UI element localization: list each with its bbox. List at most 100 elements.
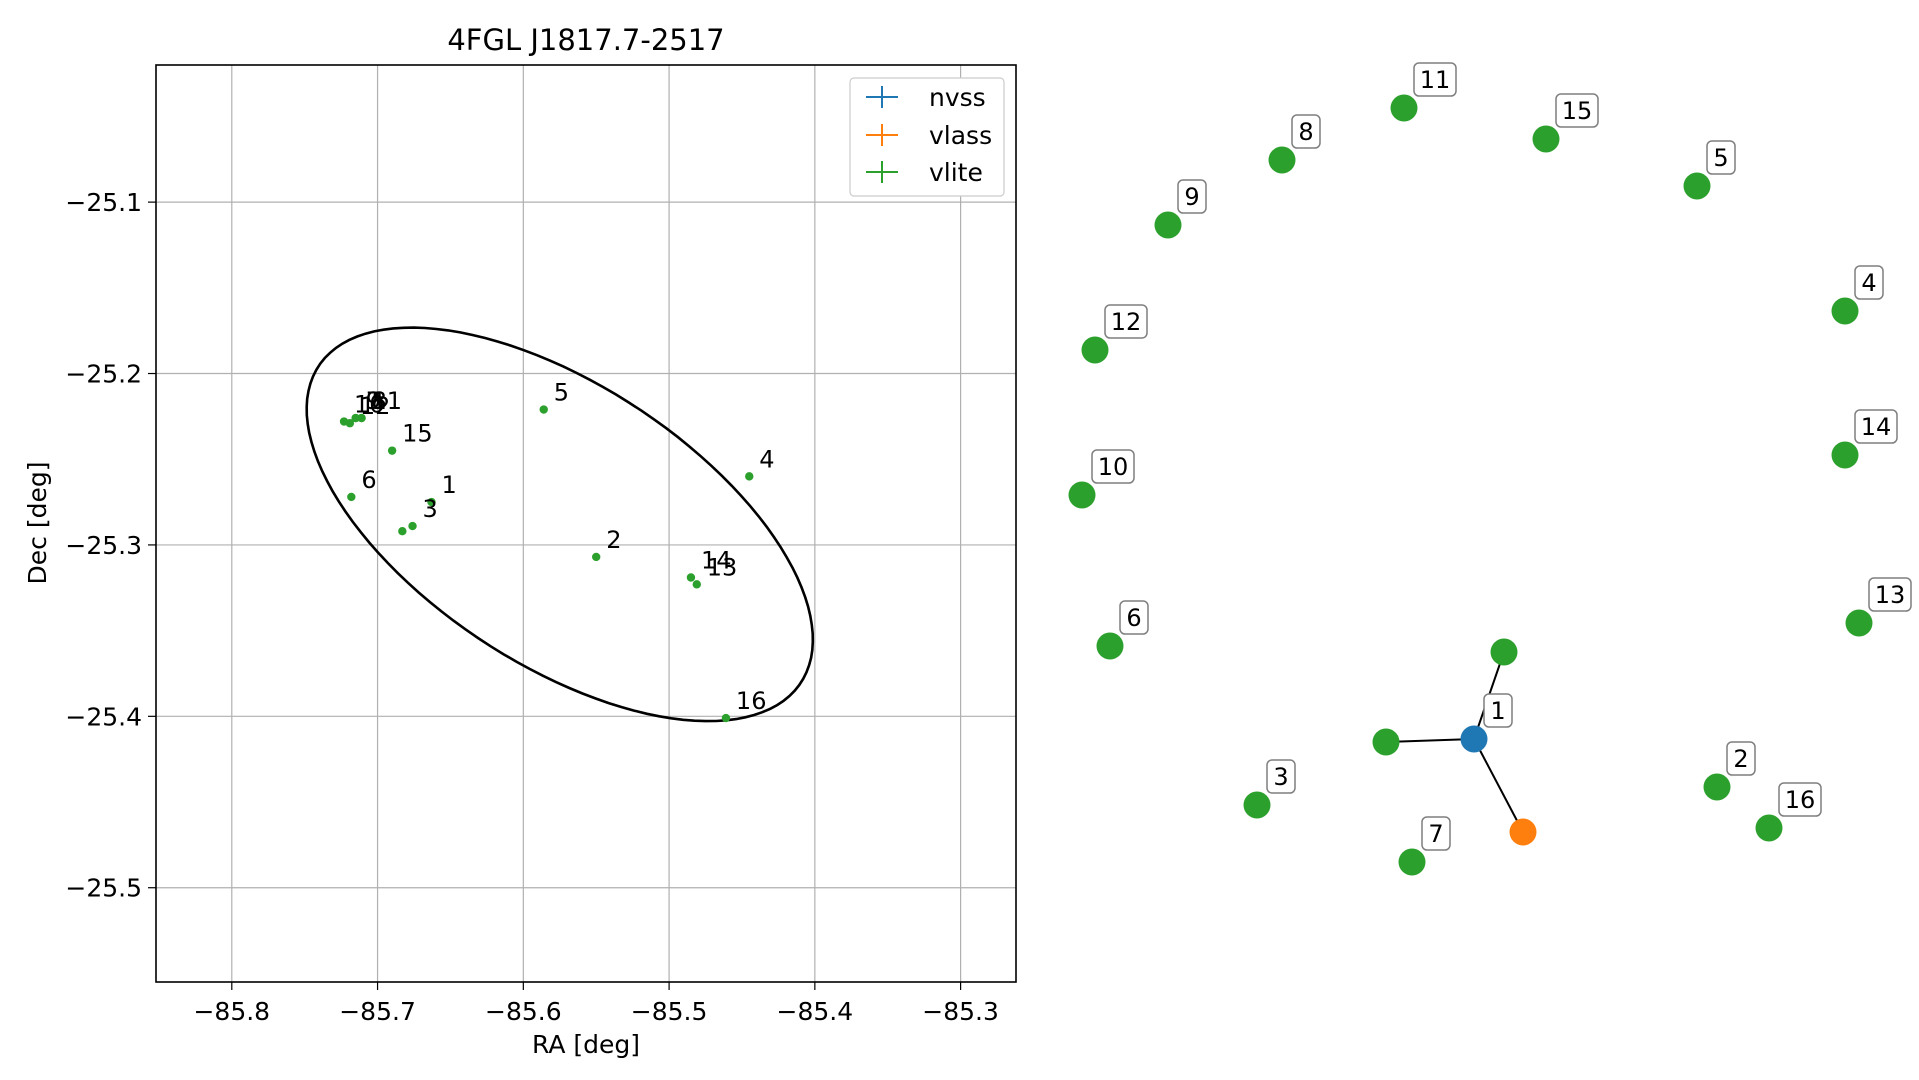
node-label-box <box>1091 449 1135 484</box>
network-node-vlite <box>1532 125 1560 153</box>
network-node-vlite <box>1490 638 1518 666</box>
network-node-vlite <box>1268 146 1296 174</box>
node-label-box <box>1291 114 1321 149</box>
x-axis-label: RA [deg] <box>532 1030 640 1059</box>
node-label: 9 <box>1184 183 1199 211</box>
y-tick-label: −25.1 <box>65 188 142 217</box>
point-label: 13 <box>707 553 738 581</box>
y-tick-label: −25.4 <box>65 702 142 731</box>
plot-frame <box>155 64 1017 983</box>
node-label-box <box>1266 759 1296 794</box>
legend-entry-vlite: vlite <box>866 158 983 187</box>
node-label: 16 <box>1785 786 1816 814</box>
node-label: 13 <box>1875 581 1906 609</box>
node-label: 4 <box>1861 269 1876 297</box>
node-label-box <box>1413 62 1457 97</box>
network-node-vlite <box>1243 791 1271 819</box>
node-label-box <box>1555 93 1599 128</box>
legend-frame <box>849 77 1005 197</box>
network-node-vlite <box>1372 728 1400 756</box>
network-node-vlite <box>1068 481 1096 509</box>
node-label: 8 <box>1298 118 1313 146</box>
node-label-box <box>1778 782 1822 817</box>
data-point-vlite <box>721 713 731 723</box>
node-label: 12 <box>1111 308 1142 336</box>
data-point-vlite <box>351 413 360 423</box>
node-label: 2 <box>1733 745 1748 773</box>
grid <box>156 65 1016 982</box>
y-axis-label: Dec [deg] <box>23 462 52 585</box>
node-label-box <box>1854 409 1898 444</box>
network-node-vlass <box>1509 818 1537 846</box>
node-label: 6 <box>1126 604 1141 632</box>
network-node-vlite <box>1398 848 1426 876</box>
error-ellipse <box>305 326 815 723</box>
point-label: 7 <box>366 387 381 415</box>
legend-entry-vlass: vlass <box>866 121 992 150</box>
node-label: 3 <box>1273 763 1288 791</box>
network-edge <box>1385 738 1475 743</box>
y-tick-label: −25.5 <box>65 874 142 903</box>
data-point-vlite <box>745 472 754 481</box>
node-label-box <box>1177 179 1207 214</box>
data-point-vlite <box>686 573 696 582</box>
point-label: 6 <box>361 466 376 494</box>
point-label: 3 <box>423 495 438 523</box>
node-label: 11 <box>1420 66 1451 94</box>
y-axis-ticks: −25.1 −25.2 −25.3 −25.4 −25.5 <box>65 188 156 903</box>
point-label: 15 <box>402 420 433 448</box>
data-point-vlite <box>592 552 601 562</box>
network-node-vlite <box>1081 336 1109 364</box>
legend-entry-nvss: nvss <box>866 83 986 112</box>
node-label-box <box>1854 265 1884 300</box>
node-label: 10 <box>1098 453 1129 481</box>
network-node-vlite <box>1755 814 1783 842</box>
point-label: 14 <box>701 546 732 574</box>
node-label-box <box>1421 816 1451 851</box>
point-label: 9 <box>366 387 381 415</box>
point-label: 1 <box>441 471 456 499</box>
node-label-box <box>1104 304 1148 339</box>
data-point-vlite <box>347 492 356 502</box>
node-label-box <box>1119 600 1149 635</box>
network-node-vlite <box>1390 94 1418 122</box>
x-axis-ticks: −85.8 −85.7 −85.6 −85.5 −85.4 −85.3 <box>193 982 999 1026</box>
point-label: 10 <box>354 391 385 419</box>
x-tick-label: −85.5 <box>631 997 708 1026</box>
node-label-box <box>1706 140 1736 175</box>
x-tick-label: −85.3 <box>922 997 999 1026</box>
y-tick-label: −25.3 <box>65 531 142 560</box>
legend-label-vlite: vlite <box>929 158 983 187</box>
x-tick-label: −85.6 <box>485 997 562 1026</box>
legend-label-vlass: vlass <box>929 121 992 150</box>
node-label: 14 <box>1861 413 1892 441</box>
node-label-box <box>1483 693 1513 728</box>
data-point-vlite <box>357 413 366 423</box>
network-node-vlite <box>1845 609 1873 637</box>
x-tick-label: −85.7 <box>339 997 416 1026</box>
data-point-vlite <box>387 446 397 455</box>
data-point-vlite <box>427 497 436 507</box>
data-point-vlite <box>692 580 701 589</box>
node-label: 15 <box>1562 97 1593 125</box>
point-label: 16 <box>736 687 767 715</box>
node-label: 1 <box>1490 697 1505 725</box>
y-tick-label: −25.2 <box>65 360 142 389</box>
network-node-vlite <box>1683 172 1711 200</box>
point-label: 5 <box>554 379 569 407</box>
x-tick-label: −85.8 <box>193 997 270 1026</box>
point-label: 11 <box>372 387 403 415</box>
network-node-vlite <box>1831 297 1859 325</box>
node-label: 5 <box>1713 144 1728 172</box>
point-label: 8 <box>372 387 387 415</box>
data-point-vlite <box>408 521 417 531</box>
network-edge <box>1473 738 1524 833</box>
point-label: 12 <box>360 392 391 420</box>
error-ellipse-layer <box>305 326 815 723</box>
chart-title: 4FGL J1817.7-2517 <box>447 23 724 57</box>
legend-label-nvss: nvss <box>929 83 986 112</box>
